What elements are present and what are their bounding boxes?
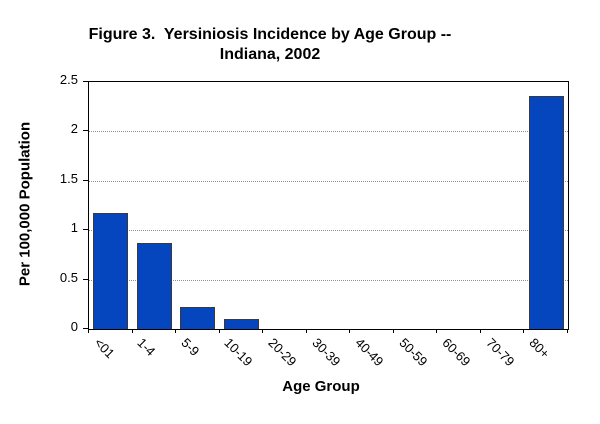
x-tick-2 <box>175 329 177 333</box>
y-tick-1.5 <box>83 179 88 181</box>
x-tick-label-60-69: 60-69 <box>439 335 474 370</box>
gridline-1 <box>89 230 568 232</box>
gridline-0.5 <box>89 279 568 281</box>
plot-area <box>88 81 569 330</box>
x-axis-title: Age Group <box>282 378 360 395</box>
x-tick-label-10-19: 10-19 <box>221 335 256 370</box>
y-tick-2.5 <box>83 81 88 82</box>
chart-title: Figure 3. Yersiniosis Incidence by Age G… <box>0 25 540 65</box>
y-tick-label-2.5: 2.5 <box>59 72 78 87</box>
y-tick-0 <box>83 328 88 329</box>
x-tick-0 <box>88 329 89 333</box>
bar-10-19 <box>223 319 259 329</box>
x-tick-label-20-29: 20-29 <box>265 335 300 370</box>
chart-title-line-1: Figure 3. Yersiniosis Incidence by Age G… <box>88 26 452 43</box>
bar-1-4 <box>136 243 172 329</box>
x-tick-label-80+: 80+ <box>526 335 553 362</box>
x-tick-10 <box>523 329 525 333</box>
bar-5-9 <box>180 307 216 329</box>
x-tick-4 <box>262 329 264 333</box>
x-tick-3 <box>218 329 220 333</box>
x-tick-label-30-39: 30-39 <box>308 335 344 370</box>
bar-<01 <box>93 213 129 329</box>
y-tick-1 <box>83 229 88 231</box>
x-tick-5 <box>305 329 307 333</box>
gridline-1.5 <box>89 180 568 182</box>
x-tick-11 <box>567 329 568 333</box>
x-tick-label-1-4: 1-4 <box>134 335 159 359</box>
y-tick-label-2: 2 <box>70 121 78 137</box>
gridline-2 <box>89 131 568 133</box>
y-tick-label-0.5: 0.5 <box>59 269 78 285</box>
y-tick-2 <box>83 130 88 132</box>
x-tick-label-40-49: 40-49 <box>352 335 387 370</box>
y-tick-label-1: 1 <box>70 220 78 236</box>
y-tick-label-0: 0 <box>70 319 78 334</box>
bar-80+ <box>528 95 564 329</box>
x-tick-label-50-59: 50-59 <box>395 335 431 370</box>
x-tick-7 <box>392 329 394 333</box>
y-axis-title: Per 100,000 Population <box>16 121 34 287</box>
y-tick-label-1.5: 1.5 <box>59 170 78 186</box>
y-tick-0.5 <box>83 278 88 280</box>
x-tick-8 <box>436 329 438 333</box>
x-tick-9 <box>479 329 481 333</box>
chart-title-line-2: Indiana, 2002 <box>219 46 321 63</box>
x-tick-label-70-79: 70-79 <box>483 335 518 370</box>
x-tick-label-5-9: 5-9 <box>178 335 203 359</box>
x-tick-6 <box>349 329 351 333</box>
x-tick-label-<01: <01 <box>91 335 118 362</box>
x-tick-1 <box>131 329 133 333</box>
